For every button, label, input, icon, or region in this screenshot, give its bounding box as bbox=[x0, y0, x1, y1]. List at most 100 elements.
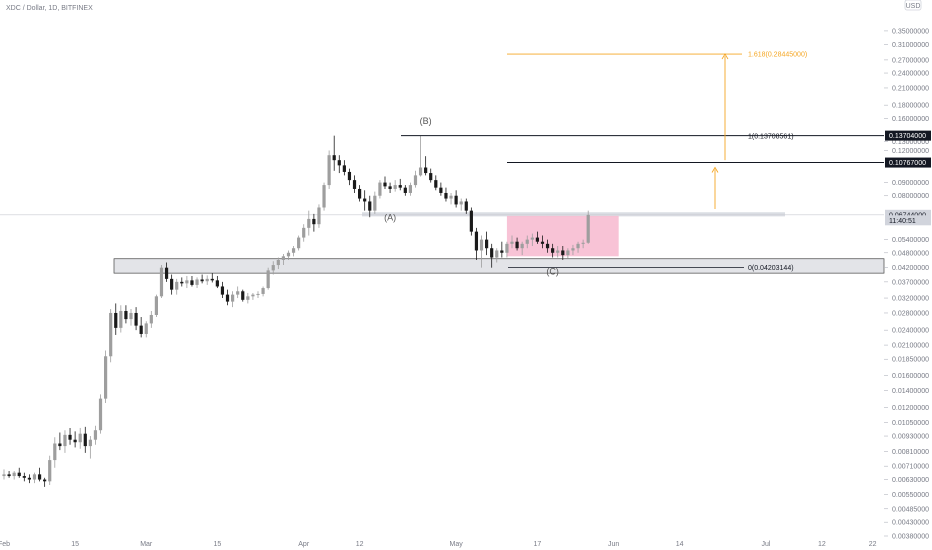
price-tick-label: 0.01050000 bbox=[892, 420, 929, 427]
candle-body bbox=[317, 207, 321, 225]
candle-body bbox=[88, 439, 92, 447]
candle-body bbox=[205, 278, 209, 282]
candle-body bbox=[164, 267, 169, 279]
candle-body bbox=[449, 195, 453, 199]
candle-body bbox=[485, 239, 489, 249]
candle-body bbox=[83, 433, 87, 447]
candle-body bbox=[479, 239, 484, 251]
time-tick-label: 17 bbox=[534, 541, 542, 548]
candle-body bbox=[403, 187, 407, 193]
price-tick-label: 0.08000000 bbox=[892, 193, 929, 200]
candle-body bbox=[124, 310, 128, 320]
candle-body bbox=[368, 201, 372, 211]
price-tick-label: 0.00485000 bbox=[892, 506, 929, 513]
candle-body bbox=[515, 241, 519, 249]
candle-body bbox=[78, 433, 82, 443]
price-marker-label: 0.13704000 bbox=[889, 133, 926, 140]
price-marker-bg bbox=[885, 130, 931, 141]
candle-body bbox=[32, 474, 37, 480]
price-tick-label: 0.04800000 bbox=[892, 250, 929, 257]
candle-body bbox=[393, 185, 397, 189]
symbol-title: XDC / Dollar, 1D, BITFINEX bbox=[6, 5, 93, 12]
candle-body bbox=[104, 356, 108, 399]
candle-body bbox=[276, 259, 280, 266]
price-tick-label: 0.35000000 bbox=[892, 28, 929, 35]
candle-body bbox=[73, 439, 77, 443]
candle-body bbox=[398, 185, 402, 188]
candle-body bbox=[429, 173, 433, 181]
price-tick-label: 0.16000000 bbox=[892, 116, 929, 123]
candle-body bbox=[383, 182, 387, 187]
candle-body bbox=[63, 434, 67, 447]
candle-body bbox=[535, 237, 539, 242]
candle-body bbox=[98, 398, 103, 431]
candle-body bbox=[510, 241, 514, 244]
candle-body bbox=[195, 279, 199, 285]
price-tick-label: 0.09000000 bbox=[892, 180, 929, 187]
candle-body bbox=[271, 265, 275, 271]
candle-body bbox=[358, 188, 362, 199]
candle-body bbox=[459, 201, 463, 205]
price-tick-label: 0.24000000 bbox=[892, 71, 929, 78]
candle-body bbox=[12, 472, 16, 477]
candle-body bbox=[363, 198, 367, 202]
wave-label: (C) bbox=[546, 267, 559, 277]
candle-body bbox=[576, 243, 580, 249]
candle-body bbox=[119, 310, 123, 328]
price-tick-label: 0.00430000 bbox=[892, 520, 929, 527]
time-tick-label: Feb bbox=[0, 541, 10, 548]
price-marker-label: 0.10767000 bbox=[889, 160, 926, 167]
candle-body bbox=[561, 250, 565, 256]
candle-body bbox=[134, 312, 138, 326]
candle-body bbox=[170, 278, 174, 290]
fib-level-1-label: 1(0.13708561) bbox=[748, 134, 794, 141]
fib-level-0-label: 0(0.04203144) bbox=[748, 265, 794, 272]
price-axis: 0.35000000 0.31000000 0.27000000 0.24000000… bbox=[884, 28, 931, 541]
price-tick-label: 0.02400000 bbox=[892, 328, 929, 335]
candle-body bbox=[413, 175, 418, 186]
price-marker-bg bbox=[885, 215, 931, 226]
candle-body bbox=[43, 479, 47, 482]
candle-body bbox=[307, 218, 311, 228]
price-tick-label: 0.01600000 bbox=[892, 373, 929, 380]
candle-body bbox=[236, 291, 240, 295]
time-axis: Feb 15 Mar 15 Apr 12 May 17 Jun 14 Jul 12 22 bbox=[0, 541, 877, 548]
support-box bbox=[113, 258, 885, 274]
price-tick-label: 0.01200000 bbox=[892, 405, 929, 412]
candle-body bbox=[256, 293, 260, 295]
candle-body bbox=[225, 294, 230, 302]
price-tick-label: 0.00930000 bbox=[892, 434, 929, 441]
time-tick-label: 22 bbox=[869, 541, 877, 548]
candle-body bbox=[454, 195, 458, 205]
candle-body bbox=[322, 185, 326, 208]
candle-body bbox=[109, 312, 113, 357]
candle-body bbox=[154, 296, 158, 315]
candle-body bbox=[68, 434, 72, 440]
candle-body bbox=[200, 279, 204, 282]
candle-body bbox=[93, 430, 98, 440]
candle-body bbox=[48, 460, 52, 482]
time-tick-label: 15 bbox=[213, 541, 221, 548]
candle-body bbox=[231, 294, 235, 302]
price-tick-label: 0.31000000 bbox=[892, 42, 929, 49]
candle-body bbox=[444, 192, 448, 199]
candle-body bbox=[520, 243, 524, 249]
candle-body bbox=[464, 201, 468, 211]
price-tick-label: 0.00710000 bbox=[892, 464, 929, 471]
candle-body bbox=[373, 195, 377, 211]
candle-body bbox=[37, 474, 42, 480]
candle-body bbox=[424, 167, 428, 174]
candle-body bbox=[53, 443, 57, 461]
candle-body bbox=[571, 248, 575, 251]
candle-body bbox=[551, 248, 555, 253]
candle-body bbox=[352, 180, 357, 189]
candle-body bbox=[434, 180, 438, 188]
candle-body bbox=[408, 185, 412, 193]
currency-badge[interactable] bbox=[904, 0, 922, 11]
time-tick-label: 14 bbox=[676, 541, 684, 548]
time-tick-label: 15 bbox=[71, 541, 79, 548]
candle-body bbox=[439, 187, 443, 193]
candle-body bbox=[114, 312, 118, 328]
candle-body bbox=[490, 248, 494, 258]
